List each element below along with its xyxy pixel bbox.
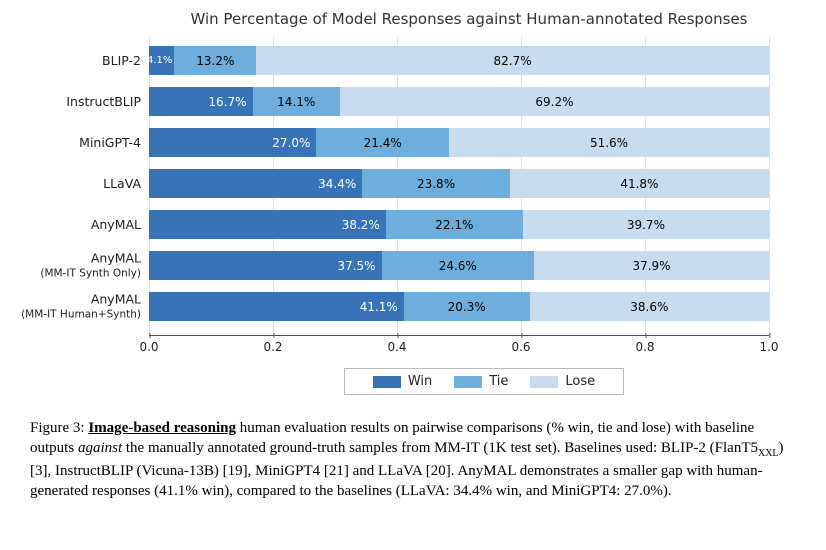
caption-heading: Image-based reasoning bbox=[88, 420, 236, 436]
bar-segment-tie: 23.8% bbox=[362, 169, 510, 198]
bar-segment-win: 37.5% bbox=[149, 251, 382, 280]
bar-segment-win: 27.0% bbox=[149, 128, 316, 157]
y-category-label: AnyMAL bbox=[21, 217, 141, 231]
x-tick: 1.0 bbox=[759, 340, 778, 354]
bar-segment-tie: 21.4% bbox=[316, 128, 449, 157]
figure-caption: Figure 3: Image-based reasoning human ev… bbox=[30, 418, 796, 501]
caption-subscript: XXL bbox=[758, 448, 779, 459]
y-category-label: LLaVA bbox=[21, 176, 141, 190]
caption-italic: against bbox=[78, 440, 122, 456]
bar-segment-win: 41.1% bbox=[149, 292, 404, 321]
bar-row: 4.1%13.2%82.7% bbox=[149, 46, 769, 75]
x-tick: 0.4 bbox=[387, 340, 406, 354]
bar-segment-tie: 13.2% bbox=[174, 46, 256, 75]
bar-segment-win: 38.2% bbox=[149, 210, 386, 239]
legend-swatch-tie bbox=[454, 376, 482, 388]
x-tick: 0.6 bbox=[511, 340, 530, 354]
x-axis: 0.00.20.40.60.81.0 bbox=[149, 336, 769, 360]
bar-segment-lose: 41.8% bbox=[510, 169, 769, 198]
bar-segment-win: 34.4% bbox=[149, 169, 362, 198]
legend: Win Tie Lose bbox=[344, 368, 624, 395]
bar-segment-lose: 82.7% bbox=[256, 46, 769, 75]
bar-segment-tie: 22.1% bbox=[386, 210, 523, 239]
bar-segment-tie: 14.1% bbox=[253, 87, 340, 116]
bar-row: 16.7%14.1%69.2% bbox=[149, 87, 769, 116]
bar-segment-lose: 37.9% bbox=[534, 251, 769, 280]
bar-segment-tie: 24.6% bbox=[382, 251, 535, 280]
legend-label: Lose bbox=[565, 374, 595, 389]
bar-segment-lose: 69.2% bbox=[340, 87, 769, 116]
bar-row: 34.4%23.8%41.8% bbox=[149, 169, 769, 198]
bar-row: 38.2%22.1%39.7% bbox=[149, 210, 769, 239]
bar-segment-lose: 38.6% bbox=[530, 292, 769, 321]
plot-area: BLIP-2InstructBLIPMiniGPT-4LLaVAAnyMALAn… bbox=[149, 36, 769, 336]
x-tick: 0.0 bbox=[139, 340, 158, 354]
legend-label: Win bbox=[408, 374, 432, 389]
bar-segment-win: 4.1% bbox=[149, 46, 174, 75]
bar-segment-lose: 39.7% bbox=[523, 210, 769, 239]
y-category-label: InstructBLIP bbox=[21, 94, 141, 108]
bar-segment-lose: 51.6% bbox=[449, 128, 769, 157]
y-category-label: BLIP-2 bbox=[21, 53, 141, 67]
legend-item-win: Win bbox=[373, 374, 432, 389]
bar-segment-tie: 20.3% bbox=[404, 292, 530, 321]
legend-swatch-win bbox=[373, 376, 401, 388]
x-tick: 0.8 bbox=[635, 340, 654, 354]
legend-label: Tie bbox=[489, 374, 508, 389]
legend-item-lose: Lose bbox=[530, 374, 595, 389]
caption-prefix: Figure 3: bbox=[30, 420, 88, 436]
legend-item-tie: Tie bbox=[454, 374, 508, 389]
bar-row: 27.0%21.4%51.6% bbox=[149, 128, 769, 157]
bar-row: 37.5%24.6%37.9% bbox=[149, 251, 769, 280]
legend-swatch-lose bbox=[530, 376, 558, 388]
y-category-label: AnyMAL(MM-IT Synth Only) bbox=[21, 251, 141, 280]
y-category-label: AnyMAL(MM-IT Human+Synth) bbox=[21, 292, 141, 321]
caption-text: the manually annotated ground-truth samp… bbox=[122, 440, 758, 456]
win-percentage-chart: Win Percentage of Model Responses agains… bbox=[24, 10, 804, 395]
y-category-label: MiniGPT-4 bbox=[21, 135, 141, 149]
x-tick: 0.2 bbox=[263, 340, 282, 354]
chart-title: Win Percentage of Model Responses agains… bbox=[134, 10, 804, 28]
bar-segment-win: 16.7% bbox=[149, 87, 253, 116]
bar-row: 41.1%20.3%38.6% bbox=[149, 292, 769, 321]
